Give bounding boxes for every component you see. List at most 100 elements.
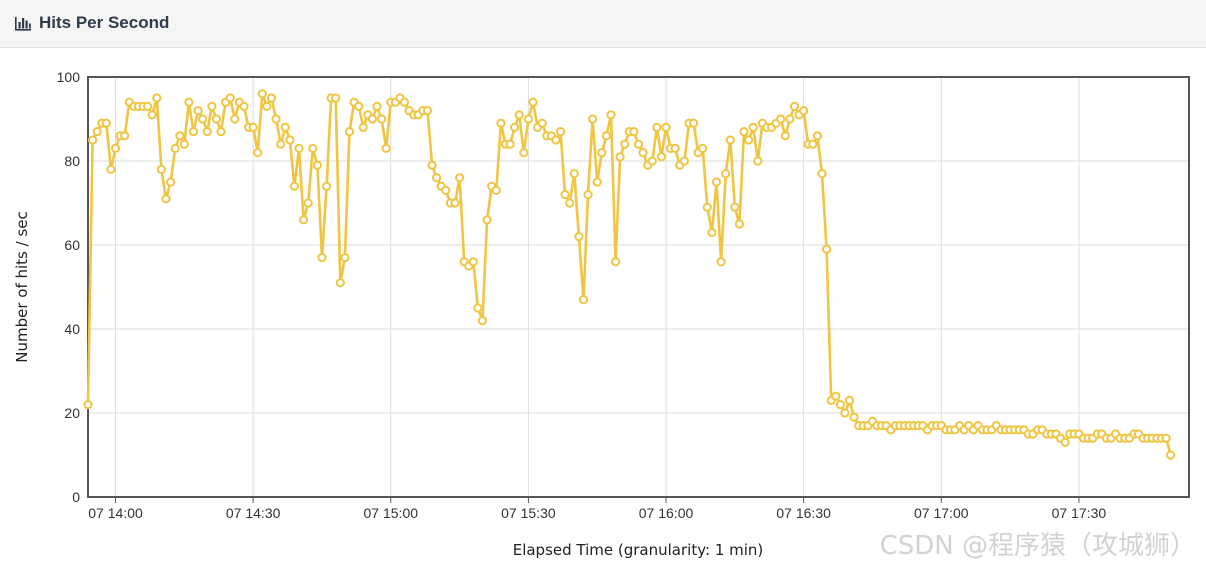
data-point[interactable] — [427, 160, 437, 170]
data-point[interactable] — [835, 400, 846, 410]
data-point[interactable] — [317, 253, 327, 263]
data-point[interactable] — [276, 139, 286, 149]
data-point[interactable] — [88, 135, 98, 145]
data-point[interactable] — [565, 198, 575, 208]
data-point[interactable] — [482, 215, 492, 225]
data-point[interactable] — [528, 97, 538, 107]
data-point[interactable] — [289, 181, 299, 191]
data-point[interactable] — [679, 156, 690, 166]
data-point[interactable] — [574, 232, 584, 242]
data-point[interactable] — [812, 131, 823, 141]
data-point[interactable] — [312, 160, 322, 170]
data-point[interactable] — [253, 148, 263, 158]
data-point[interactable] — [193, 106, 203, 116]
data-point[interactable] — [110, 143, 121, 154]
data-point[interactable] — [450, 198, 460, 208]
data-point[interactable] — [537, 118, 547, 128]
data-point[interactable] — [661, 122, 671, 133]
data-point[interactable] — [551, 135, 561, 145]
data-point[interactable] — [266, 93, 277, 103]
data-point[interactable] — [638, 148, 648, 158]
data-point[interactable] — [271, 114, 281, 124]
data-point[interactable] — [156, 164, 166, 175]
data-point[interactable] — [523, 114, 534, 124]
data-point[interactable] — [340, 253, 350, 263]
data-point[interactable] — [597, 148, 607, 158]
data-point[interactable] — [152, 93, 162, 103]
data-point[interactable] — [257, 89, 267, 99]
data-point[interactable] — [473, 303, 483, 313]
data-point[interactable] — [491, 185, 501, 195]
data-point[interactable] — [83, 400, 93, 410]
data-point[interactable] — [560, 190, 570, 200]
data-point[interactable] — [422, 106, 433, 116]
data-point[interactable] — [849, 412, 859, 422]
data-point[interactable] — [184, 97, 194, 107]
data-point[interactable] — [844, 395, 855, 405]
data-point[interactable] — [716, 257, 726, 267]
data-point[interactable] — [294, 143, 304, 154]
data-point[interactable] — [1166, 450, 1176, 460]
data-point[interactable] — [748, 122, 758, 133]
panel-title[interactable]: Hits Per Second — [14, 12, 169, 34]
data-point[interactable] — [147, 110, 157, 120]
data-point[interactable] — [106, 164, 116, 175]
data-point[interactable] — [354, 101, 364, 112]
data-point[interactable] — [211, 114, 221, 124]
data-point[interactable] — [711, 177, 722, 187]
data-point[interactable] — [477, 316, 488, 326]
data-point[interactable] — [505, 139, 515, 149]
data-point[interactable] — [170, 143, 180, 154]
data-point[interactable] — [689, 118, 699, 128]
data-point[interactable] — [202, 127, 212, 137]
data-point[interactable] — [262, 101, 272, 112]
data-point[interactable] — [707, 227, 717, 237]
data-point[interactable] — [143, 101, 153, 112]
data-point[interactable] — [399, 97, 410, 107]
data-point[interactable] — [730, 202, 740, 212]
data-point[interactable] — [101, 118, 111, 128]
data-point[interactable] — [583, 190, 593, 200]
data-point[interactable] — [120, 131, 130, 141]
data-point[interactable] — [615, 152, 625, 162]
data-point[interactable] — [367, 114, 377, 124]
data-point[interactable] — [739, 127, 749, 137]
data-point[interactable] — [331, 93, 341, 103]
data-point[interactable] — [509, 122, 520, 133]
data-point[interactable] — [606, 110, 616, 120]
data-point[interactable] — [588, 114, 598, 124]
data-point[interactable] — [335, 278, 345, 288]
data-point[interactable] — [280, 122, 290, 133]
data-point[interactable] — [303, 198, 313, 208]
data-point[interactable] — [776, 114, 786, 124]
data-point[interactable] — [299, 215, 309, 225]
data-point[interactable] — [432, 173, 442, 183]
data-point[interactable] — [161, 194, 171, 204]
data-point[interactable] — [358, 122, 368, 133]
data-point[interactable] — [611, 257, 621, 267]
data-point[interactable] — [92, 127, 102, 137]
data-point[interactable] — [239, 101, 249, 112]
data-point[interactable] — [166, 177, 176, 187]
data-point[interactable] — [468, 257, 478, 267]
data-point[interactable] — [248, 122, 258, 133]
data-point[interactable] — [670, 143, 680, 154]
data-point[interactable] — [633, 139, 644, 149]
data-point[interactable] — [198, 114, 208, 124]
data-point[interactable] — [785, 114, 795, 124]
data-point[interactable] — [207, 101, 217, 112]
data-point[interactable] — [698, 143, 708, 154]
data-point[interactable] — [179, 139, 189, 149]
data-point[interactable] — [734, 219, 745, 229]
data-point[interactable] — [308, 143, 318, 154]
data-point[interactable] — [822, 244, 832, 254]
data-point[interactable] — [799, 106, 809, 116]
data-point[interactable] — [817, 169, 827, 179]
data-point[interactable] — [808, 139, 818, 149]
data-point[interactable] — [652, 122, 662, 133]
data-point[interactable] — [555, 127, 566, 137]
data-point[interactable] — [569, 169, 579, 179]
data-point[interactable] — [780, 131, 790, 141]
data-point[interactable] — [592, 177, 602, 187]
data-point[interactable] — [753, 156, 763, 166]
